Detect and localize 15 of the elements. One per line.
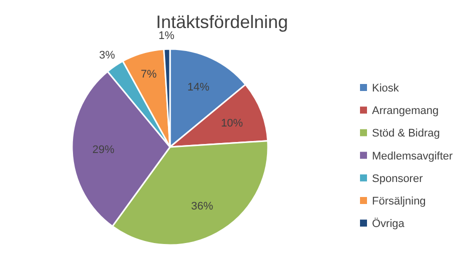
data-label: 7% xyxy=(140,68,157,81)
data-label: 36% xyxy=(191,200,214,212)
data-label: 3% xyxy=(99,49,116,62)
legend-label: Medlemsavgifter xyxy=(372,150,454,162)
legend-label: Stöd & Bidrag xyxy=(372,128,440,140)
legend-label: Försäljning xyxy=(372,196,426,208)
data-label: 1% xyxy=(158,30,175,42)
data-label: 29% xyxy=(92,144,115,156)
legend-label: Sponsorer xyxy=(372,172,424,185)
data-label: 10% xyxy=(220,117,244,130)
legend-label: Arrangemang xyxy=(372,105,439,118)
legend-label: Övriga xyxy=(372,217,406,230)
legend-label: Kiosk xyxy=(372,82,400,94)
data-label: 14% xyxy=(187,82,210,94)
chart-title: Intäktsfördelning xyxy=(156,12,288,32)
